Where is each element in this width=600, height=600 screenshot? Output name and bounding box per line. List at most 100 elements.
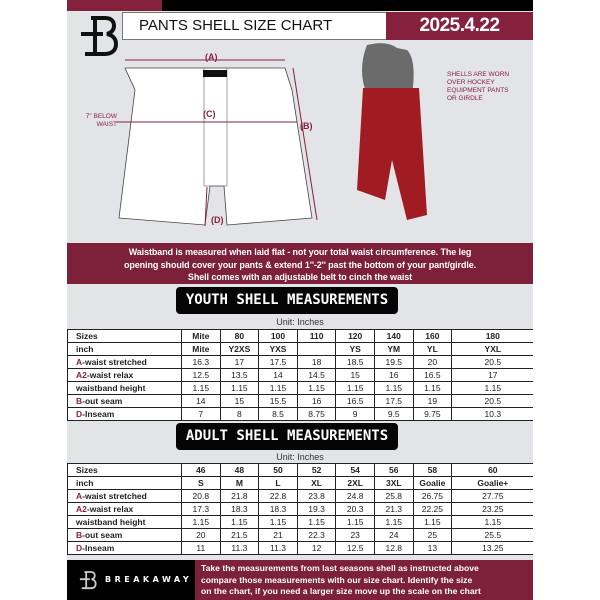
table-row: A2-waist relax 17.3 18.3 18.3 19.3 20.3 21.3 22… xyxy=(67,502,533,516)
table-cell: 16 xyxy=(296,394,337,408)
table-cell: 26.75 xyxy=(412,489,453,503)
table-cell: 8 xyxy=(219,407,260,421)
table-row: inch S M L XL 2XL 3XL Goalie Goalie+ xyxy=(67,476,533,490)
adult-unit: Unit: Inches xyxy=(276,452,324,462)
table-cell: 20 xyxy=(412,355,453,369)
table-cell: 23 xyxy=(335,528,375,542)
table-row: B-out seam 14 15 15.5 16 16.5 17.5 19 20.5 xyxy=(67,394,533,408)
table-row: D-Inseam 7 8 8.5 8.75 9 9.5 9.75 10.3 xyxy=(67,407,533,421)
table-cell: 9.75 xyxy=(412,407,453,421)
table-cell: 24 xyxy=(373,528,414,542)
table-cell: 16 xyxy=(373,368,414,382)
table-cell: 22.25 xyxy=(412,502,453,516)
table-cell: 48 xyxy=(219,463,260,477)
table-cell: 18.3 xyxy=(219,502,260,516)
brand-logo-icon xyxy=(81,16,119,56)
table-cell: 27.75 xyxy=(451,489,533,503)
label-c: (C) xyxy=(203,109,216,119)
table-cell: 1.15 xyxy=(335,515,375,529)
youth-section-title: YOUTH SHELL MEASUREMENTS xyxy=(176,287,398,314)
table-cell: 1.15 xyxy=(258,381,298,395)
row-label: A-waist stretched xyxy=(67,489,182,503)
table-cell: 20.5 xyxy=(451,394,533,408)
table-cell: 1.15 xyxy=(412,515,453,529)
table-row: B-out seam 20 21.5 21 22.3 23 24 25 25.5 xyxy=(67,528,533,542)
table-row: A-waist stretched 16.3 17 17.5 18 18.5 19.5 20 2… xyxy=(67,355,533,369)
date-badge: 2025.4.22 xyxy=(386,12,533,40)
table-cell: 24.8 xyxy=(335,489,375,503)
table-cell: M xyxy=(219,476,260,490)
table-cell: 9 xyxy=(335,407,375,421)
table-cell: 12.8 xyxy=(373,541,414,555)
youth-unit: Unit: Inches xyxy=(276,317,324,327)
adult-section-title: ADULT SHELL MEASUREMENTS xyxy=(176,423,398,450)
table-cell: 1.15 xyxy=(219,515,260,529)
table-cell: 3XL xyxy=(373,476,414,490)
table-cell: 21.3 xyxy=(373,502,414,516)
table-cell: 17.5 xyxy=(258,355,298,369)
row-label: Sizes xyxy=(67,463,182,477)
table-cell: YM xyxy=(373,342,414,356)
table-cell: 120 xyxy=(335,329,375,343)
measure-code: B xyxy=(76,396,83,406)
table-cell: 1.15 xyxy=(296,515,337,529)
table-cell: 17 xyxy=(451,368,533,382)
table-cell: S xyxy=(181,476,221,490)
table-cell: 21.5 xyxy=(219,528,260,542)
row-label: A2-waist relax xyxy=(67,502,182,516)
table-cell: 1.15 xyxy=(412,381,453,395)
measure-name: -Inseam xyxy=(82,543,115,553)
table-cell: 16.3 xyxy=(181,355,221,369)
row-label: A2-waist relax xyxy=(67,368,182,382)
measure-name: inch xyxy=(76,344,94,354)
photo-note: SHELLS ARE WORN OVER HOCKEY EQUIPMENT PA… xyxy=(447,71,509,103)
measure-code: B xyxy=(76,530,83,540)
table-cell: 25.8 xyxy=(373,489,414,503)
measure-name: -waist stretched xyxy=(82,357,147,367)
instruction-line: Waistband is measured when laid flat - n… xyxy=(128,247,472,257)
label-d: (D) xyxy=(211,215,224,225)
measure-code: A xyxy=(76,357,83,367)
measure-code: A xyxy=(76,491,83,501)
table-cell: 17 xyxy=(219,355,260,369)
brand-logo-icon xyxy=(79,571,97,590)
row-label: A-waist stretched xyxy=(67,355,182,369)
table-cell: 11.3 xyxy=(219,541,260,555)
table-cell: 54 xyxy=(335,463,375,477)
table-cell: 25.5 xyxy=(451,528,533,542)
row-label: Sizes xyxy=(67,329,182,343)
footer-line: compare those measurements with our size… xyxy=(201,574,473,585)
table-cell: 19.5 xyxy=(373,355,414,369)
table-cell: 8.5 xyxy=(258,407,298,421)
label-a: (A) xyxy=(205,52,218,62)
table-cell: 56 xyxy=(373,463,414,477)
table-cell: 22.8 xyxy=(258,489,298,503)
table-cell: 110 xyxy=(296,329,337,343)
table-cell: 9.5 xyxy=(373,407,414,421)
table-cell: YL xyxy=(412,342,453,356)
measurement-instructions: Waistband is measured when laid flat - n… xyxy=(67,243,533,284)
table-cell: Goalie xyxy=(412,476,453,490)
measure-name: Sizes xyxy=(76,331,98,341)
table-cell: 11 xyxy=(181,541,221,555)
table-cell: Y2XS xyxy=(219,342,260,356)
measure-name: waistband height xyxy=(76,517,146,527)
table-cell: 60 xyxy=(451,463,533,477)
table-row: Sizes Mite 80 100 110 120 140 160 180 xyxy=(67,329,533,343)
table-cell: 17.5 xyxy=(373,394,414,408)
table-cell: 160 xyxy=(412,329,453,343)
table-cell: 46 xyxy=(181,463,221,477)
c-note-line: WAIST xyxy=(96,121,117,128)
table-cell: 1.15 xyxy=(335,381,375,395)
footer-instructions: Take the measurements from last seasons … xyxy=(195,560,533,600)
table-cell: 100 xyxy=(258,329,298,343)
table-cell: 14 xyxy=(181,394,221,408)
table-cell: 12 xyxy=(296,541,337,555)
table-cell xyxy=(296,342,337,356)
table-cell: 16.5 xyxy=(412,368,453,382)
photo-note-line: OR GIRDLE xyxy=(447,95,483,102)
measure-code: D xyxy=(76,543,83,553)
page-title: PANTS SHELL SIZE CHART xyxy=(122,12,386,40)
size-chart-page: PANTS SHELL SIZE CHART 2025.4.22 (A) (C)… xyxy=(67,0,533,600)
table-cell: 21 xyxy=(258,528,298,542)
